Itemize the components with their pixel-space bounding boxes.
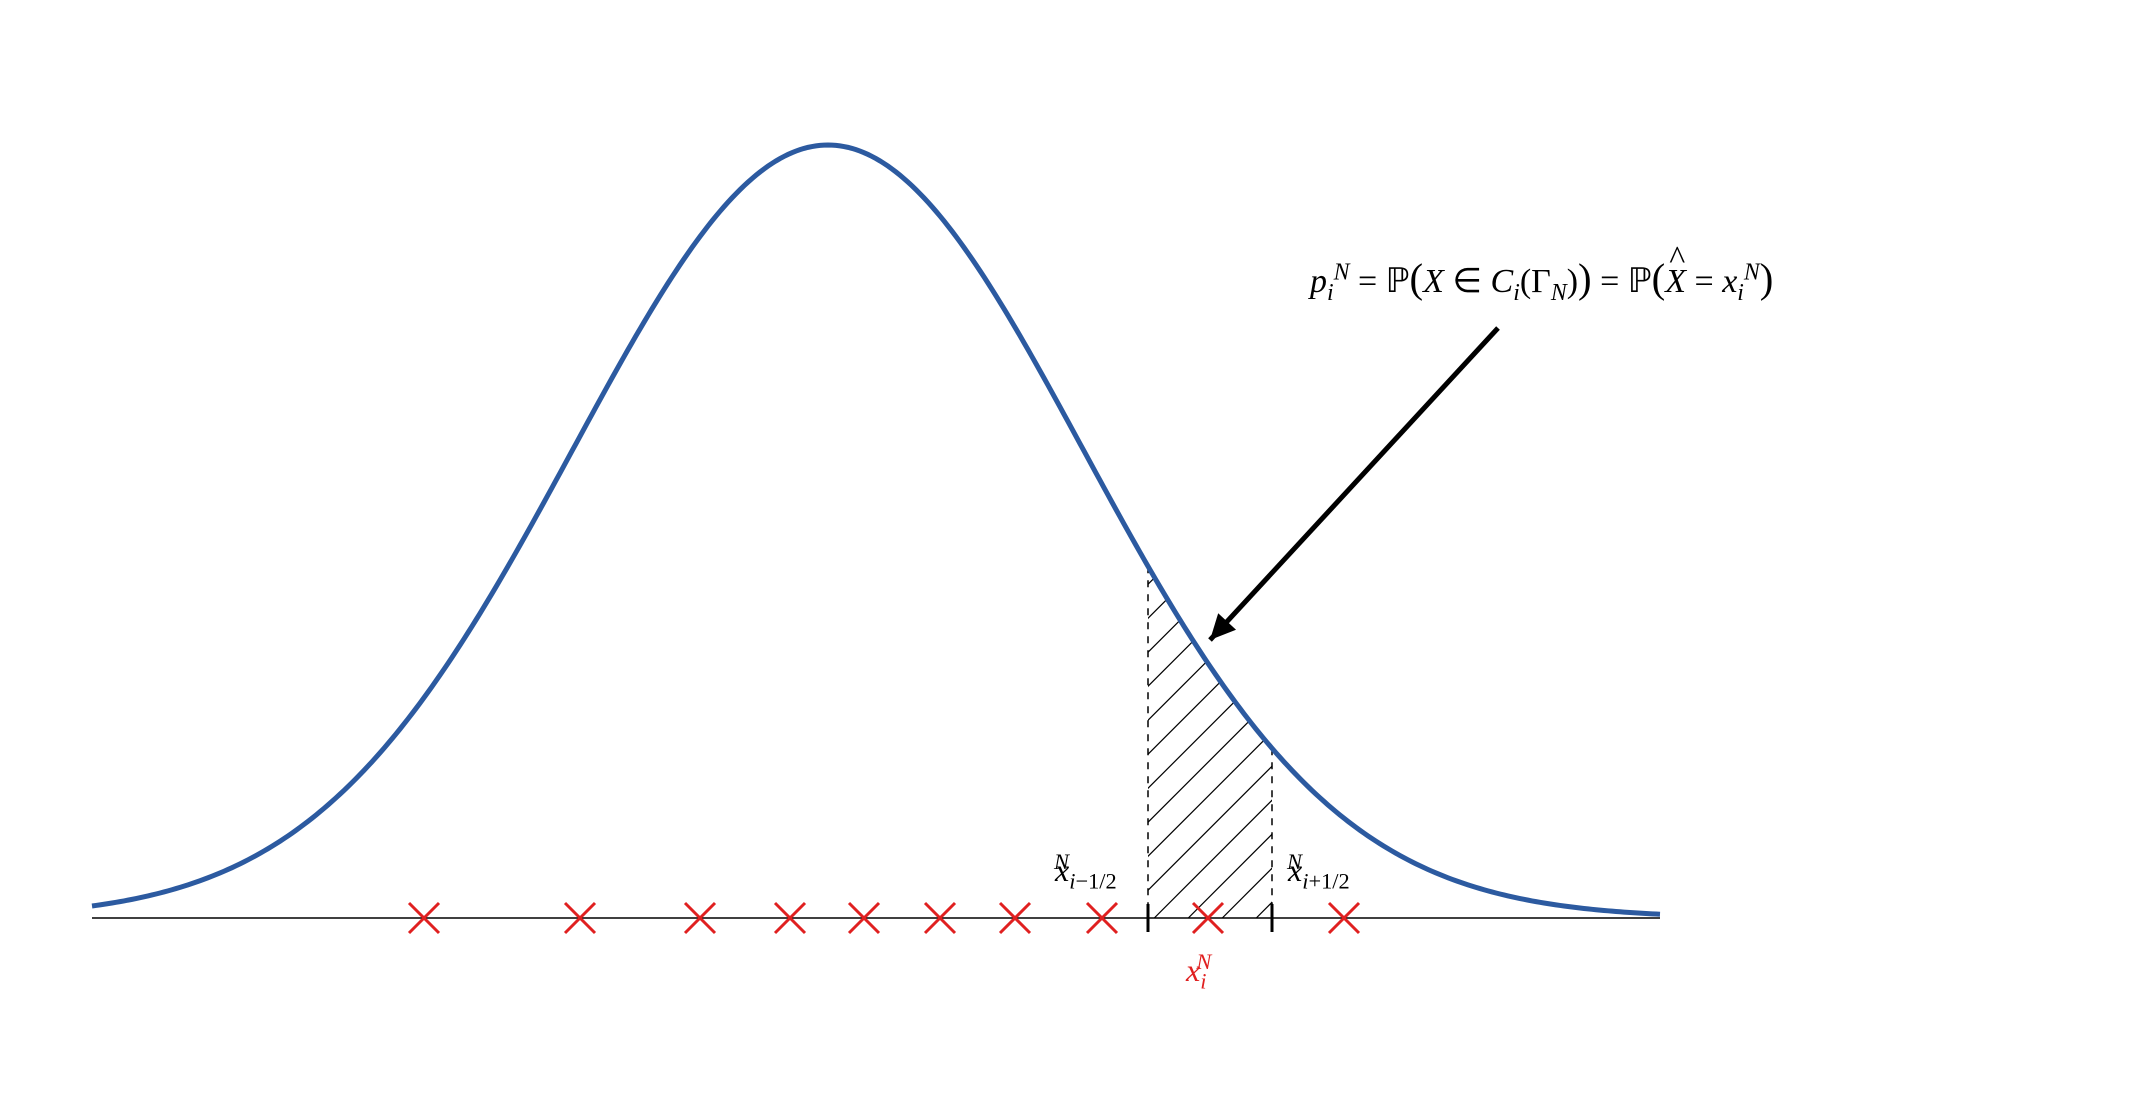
x-right-boundary-label: xi+1/2N [1288, 852, 1302, 889]
hatched-region [746, 466, 1742, 918]
x-center-label: xiN [1186, 952, 1211, 989]
diagram-svg [0, 0, 2142, 1094]
figure-container: { "figure": { "type": "diagram", "backgr… [0, 0, 2142, 1094]
x-left-boundary-label: xi−1/2N [1055, 852, 1069, 889]
probability-formula-label: piN = ℙ(X ∈ Ci(ΓN)) = ℙ(^X = xiN) [1310, 255, 1773, 304]
annotation-arrow [1210, 328, 1498, 640]
